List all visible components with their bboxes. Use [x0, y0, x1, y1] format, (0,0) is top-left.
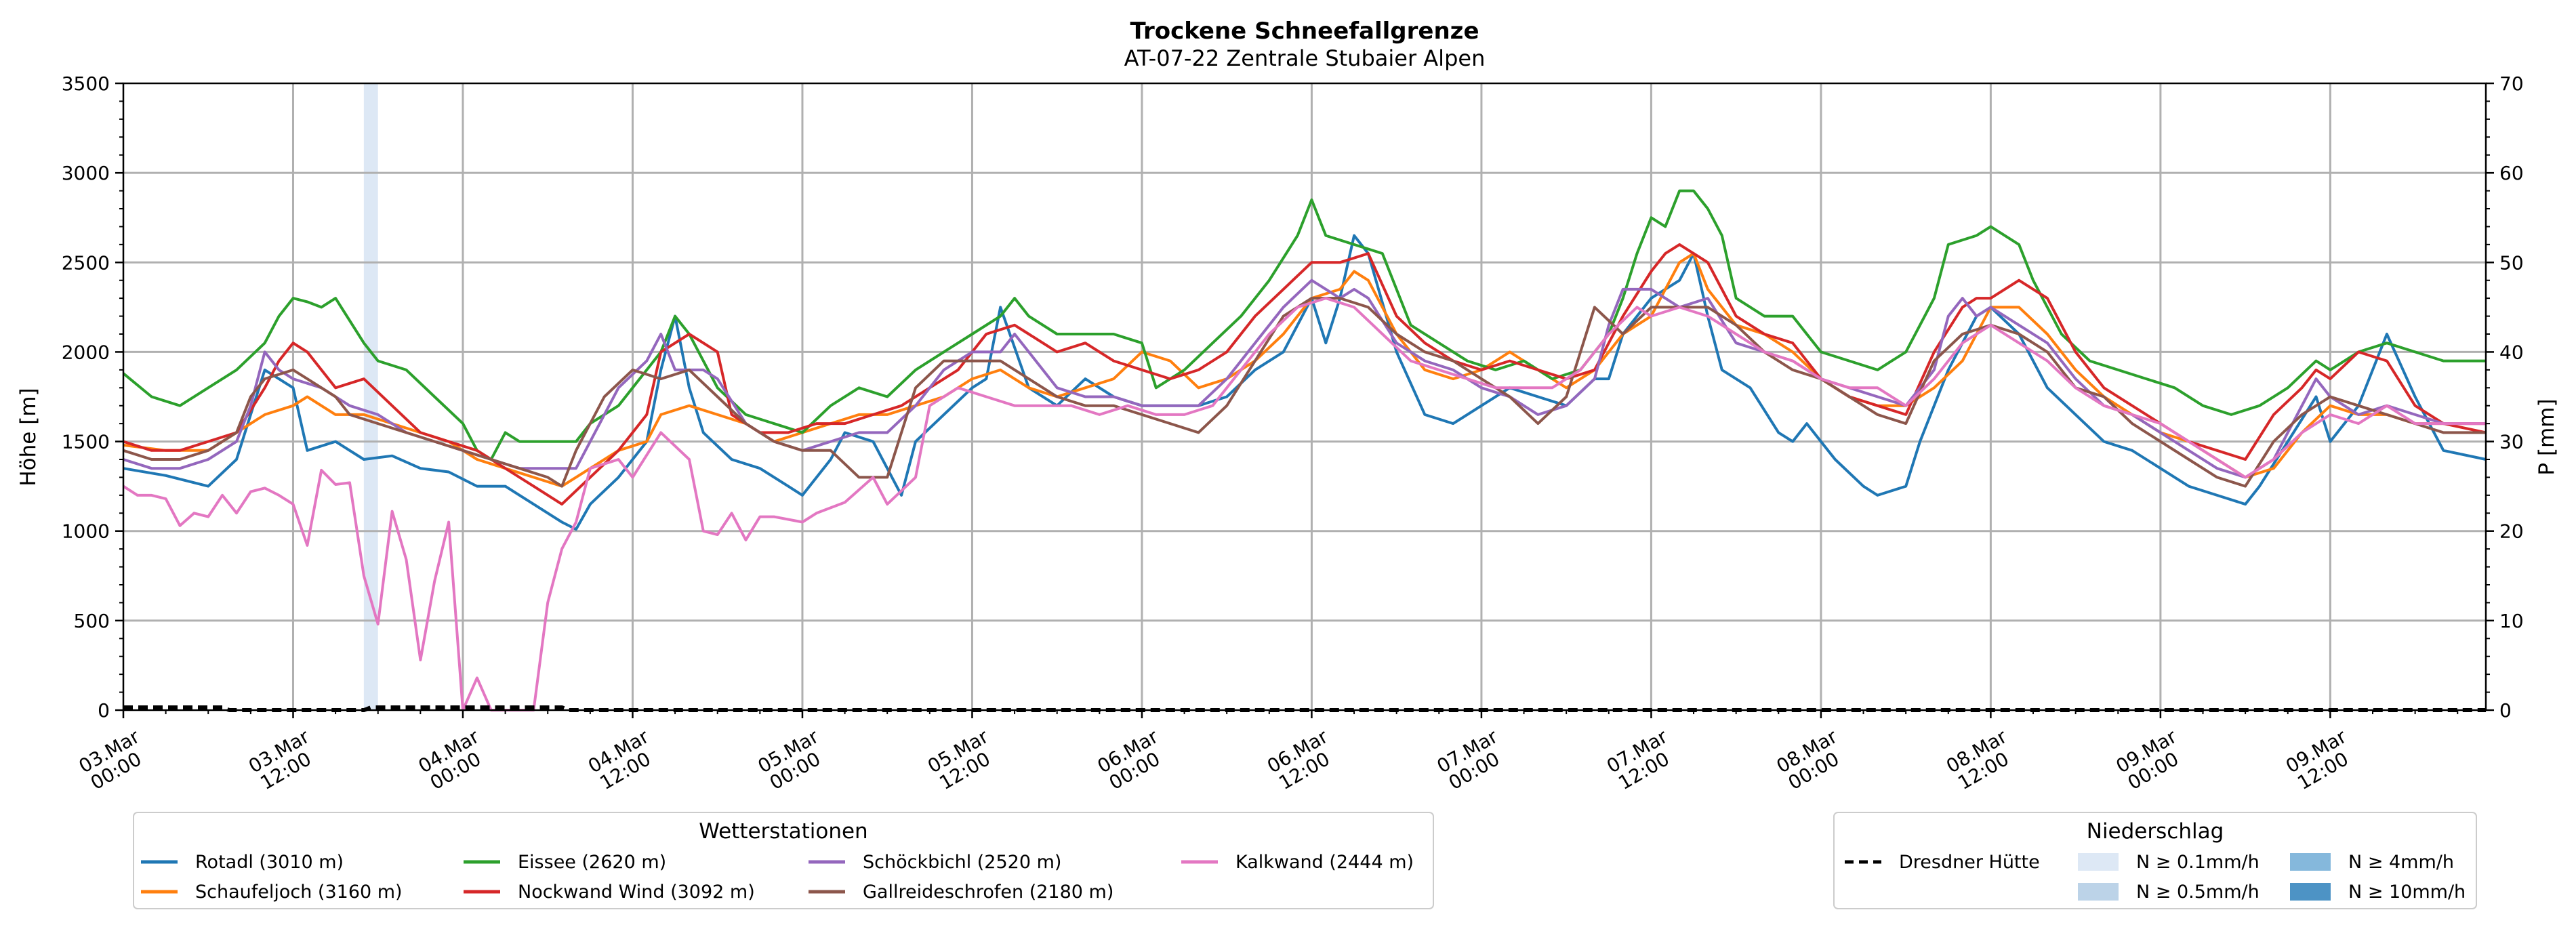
- precip-legend-swatch: [2290, 853, 2331, 871]
- chart-title: Trockene Schneefallgrenze: [1130, 18, 1479, 45]
- station-legend-frame: [133, 812, 1434, 909]
- station-legend-title: Wetterstationen: [699, 819, 867, 844]
- precip-legend-label: N ≥ 0.1mm/h: [2136, 852, 2260, 873]
- station-legend-items: Rotadl (3010 m) Schaufeljoch (3160 m) Eiss…: [141, 852, 1414, 903]
- station-legend-label: Rotadl (3010 m): [195, 852, 344, 873]
- precip-legend-title: Niederschlag: [2087, 819, 2224, 844]
- y-tick-label: 2500: [62, 251, 110, 274]
- precip-legend-swatch: [2290, 883, 2331, 901]
- series-line: [122, 297, 2486, 711]
- y2-tick-label: 40: [2499, 341, 2524, 363]
- precip-line: [123, 705, 2486, 712]
- station-legend-label: Eissee (2620 m): [518, 852, 666, 873]
- y-tick-label: 1000: [62, 520, 110, 543]
- precip-legend-swatch: [2078, 853, 2119, 871]
- precip-band: [363, 83, 378, 710]
- series-line: [122, 189, 2486, 461]
- precip-legend-swatch: [2078, 883, 2119, 901]
- y2-tick-label: 60: [2499, 162, 2524, 184]
- chart-subtitle: AT-07-22 Zentrale Stubaier Alpen: [1124, 45, 1486, 71]
- series-line: [123, 234, 2487, 531]
- y2-axis-label: P [mm]: [2535, 398, 2559, 475]
- precip-legend-label: N ≥ 0.5mm/h: [2136, 882, 2260, 903]
- y-tick-label: 0: [98, 699, 110, 722]
- y-tick-label: 3500: [62, 73, 110, 95]
- y-tick-label: 500: [74, 610, 110, 632]
- station-legend-label: Schaufeljoch (3160 m): [195, 882, 403, 903]
- precip-legend: Niederschlag Dresdner Hütte N ≥ 0.1mm/hN…: [1833, 812, 2477, 909]
- series-line: [123, 252, 2486, 488]
- station-legend-label: Nockwand Wind (3092 m): [518, 882, 755, 903]
- y-axis-label: Höhe [m]: [16, 388, 41, 486]
- y-tick-label: 1500: [62, 431, 110, 453]
- precip-legend-label: N ≥ 10mm/h: [2348, 882, 2466, 903]
- station-legend-label: Kalkwand (2444 m): [1235, 852, 1414, 873]
- precip-legend-line-label: Dresdner Hütte: [1899, 852, 2040, 873]
- precip-legend-patches: N ≥ 0.1mm/h N ≥ 0.5mm/h N ≥ 4mm/h N ≥ 10mm/…: [2078, 852, 2466, 903]
- y2-tick-label: 20: [2499, 520, 2524, 543]
- precip-legend-label: N ≥ 4mm/h: [2348, 852, 2454, 873]
- series-line: [123, 297, 2486, 488]
- y-tick-label: 2000: [62, 341, 110, 363]
- y2-tick-label: 50: [2499, 251, 2524, 274]
- series-line: [123, 243, 2487, 506]
- y-tick-label: 3000: [62, 162, 110, 184]
- station-legend-label: Schöckbichl (2520 m): [863, 852, 1061, 873]
- station-legend-label: Gallreideschrofen (2180 m): [863, 882, 1113, 903]
- y2-tick-label: 30: [2499, 431, 2524, 453]
- plot-area: 0 500 1000 1500 2000 2500 3000 3500 0 10 20 30 40 50 6…: [62, 73, 2524, 794]
- station-legend: Wetterstationen Rotadl (3010 m) Schaufelj…: [133, 812, 1434, 909]
- y2-tick-label: 70: [2499, 73, 2524, 95]
- plot-frame: [122, 82, 2487, 711]
- y2-tick-label: 0: [2499, 699, 2512, 722]
- y2-tick-label: 10: [2499, 610, 2524, 632]
